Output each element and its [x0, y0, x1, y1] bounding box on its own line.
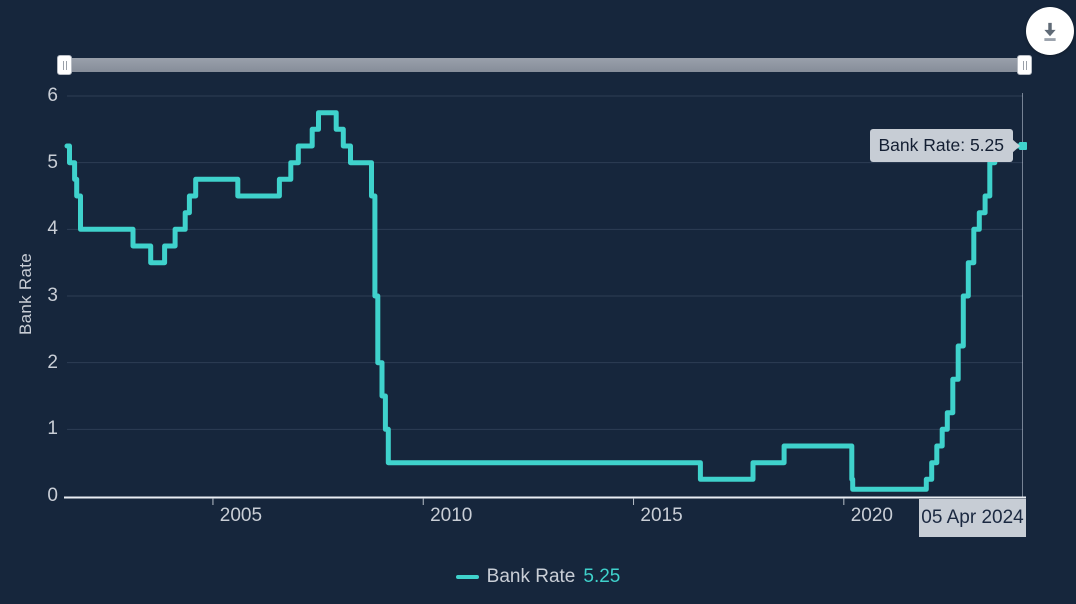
x-axis-label: 2020	[850, 505, 893, 526]
hovered-point-marker[interactable]	[1019, 142, 1027, 150]
range-slider-track[interactable]	[64, 58, 1030, 72]
y-axis-title: Bank Rate	[16, 252, 35, 336]
y-axis-label: 1	[47, 418, 58, 440]
download-icon	[1044, 22, 1056, 41]
y-axis-label: 0	[47, 485, 58, 506]
grip-icon	[1025, 60, 1027, 70]
grip-icon	[1022, 60, 1024, 70]
tooltip: Bank Rate: 5.25	[869, 129, 1013, 162]
x-axis-label: 2010	[430, 505, 473, 526]
legend-series-value: 5.25	[583, 566, 621, 587]
y-axis-label: 2	[47, 351, 58, 373]
legend-line-marker	[455, 575, 479, 579]
y-axis-label: 5	[47, 151, 58, 173]
y-axis-label: 4	[47, 218, 58, 240]
grip-icon	[62, 60, 64, 70]
hovered-date-label: 05 Apr 2024	[919, 499, 1026, 537]
range-slider-handle-right[interactable]	[1017, 55, 1032, 75]
range-slider-handle-left[interactable]	[57, 55, 72, 75]
grip-icon	[65, 60, 67, 70]
x-axis-label: 2015	[640, 505, 683, 526]
legend-item-bank-rate[interactable]: Bank Rate 5.25	[0, 566, 1076, 588]
bank-rate-line[interactable]	[64, 110, 1026, 492]
x-axis-label: 2005	[219, 505, 263, 526]
legend-series-label: Bank Rate	[486, 566, 576, 587]
y-axis-label: 6	[47, 85, 58, 106]
y-axis-label: 3	[47, 285, 58, 306]
download-button[interactable]	[1026, 7, 1074, 55]
